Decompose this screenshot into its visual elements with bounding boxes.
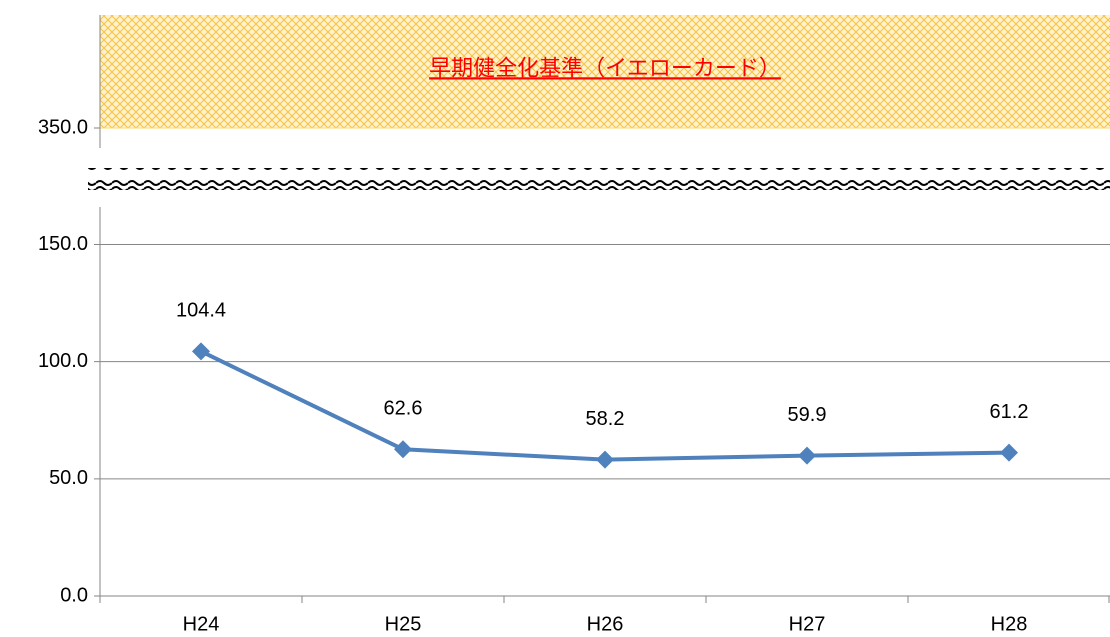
value-label: 62.6 <box>384 398 423 420</box>
value-label: 59.9 <box>788 404 827 426</box>
x-tick-label: H24 <box>183 613 220 635</box>
marker <box>192 342 210 361</box>
x-tick-label: H26 <box>587 613 624 635</box>
y-tick-label: 100.0 <box>38 350 88 372</box>
axis-break <box>88 168 1110 190</box>
value-label: 104.4 <box>176 300 226 322</box>
marker <box>596 450 614 469</box>
marker <box>798 446 816 465</box>
threshold-label: 早期健全化基準（イエローカード） <box>429 55 781 80</box>
threshold-band <box>100 15 1110 128</box>
x-tick-label: H28 <box>991 613 1028 635</box>
y-tick-label: 50.0 <box>49 467 88 489</box>
y-tick-label: 350.0 <box>38 116 88 138</box>
marker <box>394 440 412 459</box>
line <box>200 349 1010 462</box>
value-label: 61.2 <box>990 401 1029 423</box>
y-tick-label: 0.0 <box>60 584 88 606</box>
y-tick-label: 150.0 <box>38 233 88 255</box>
marker <box>1000 443 1018 462</box>
value-label: 58.2 <box>586 408 625 430</box>
x-tick-label: H27 <box>789 613 826 635</box>
x-tick-label: H25 <box>385 613 422 635</box>
